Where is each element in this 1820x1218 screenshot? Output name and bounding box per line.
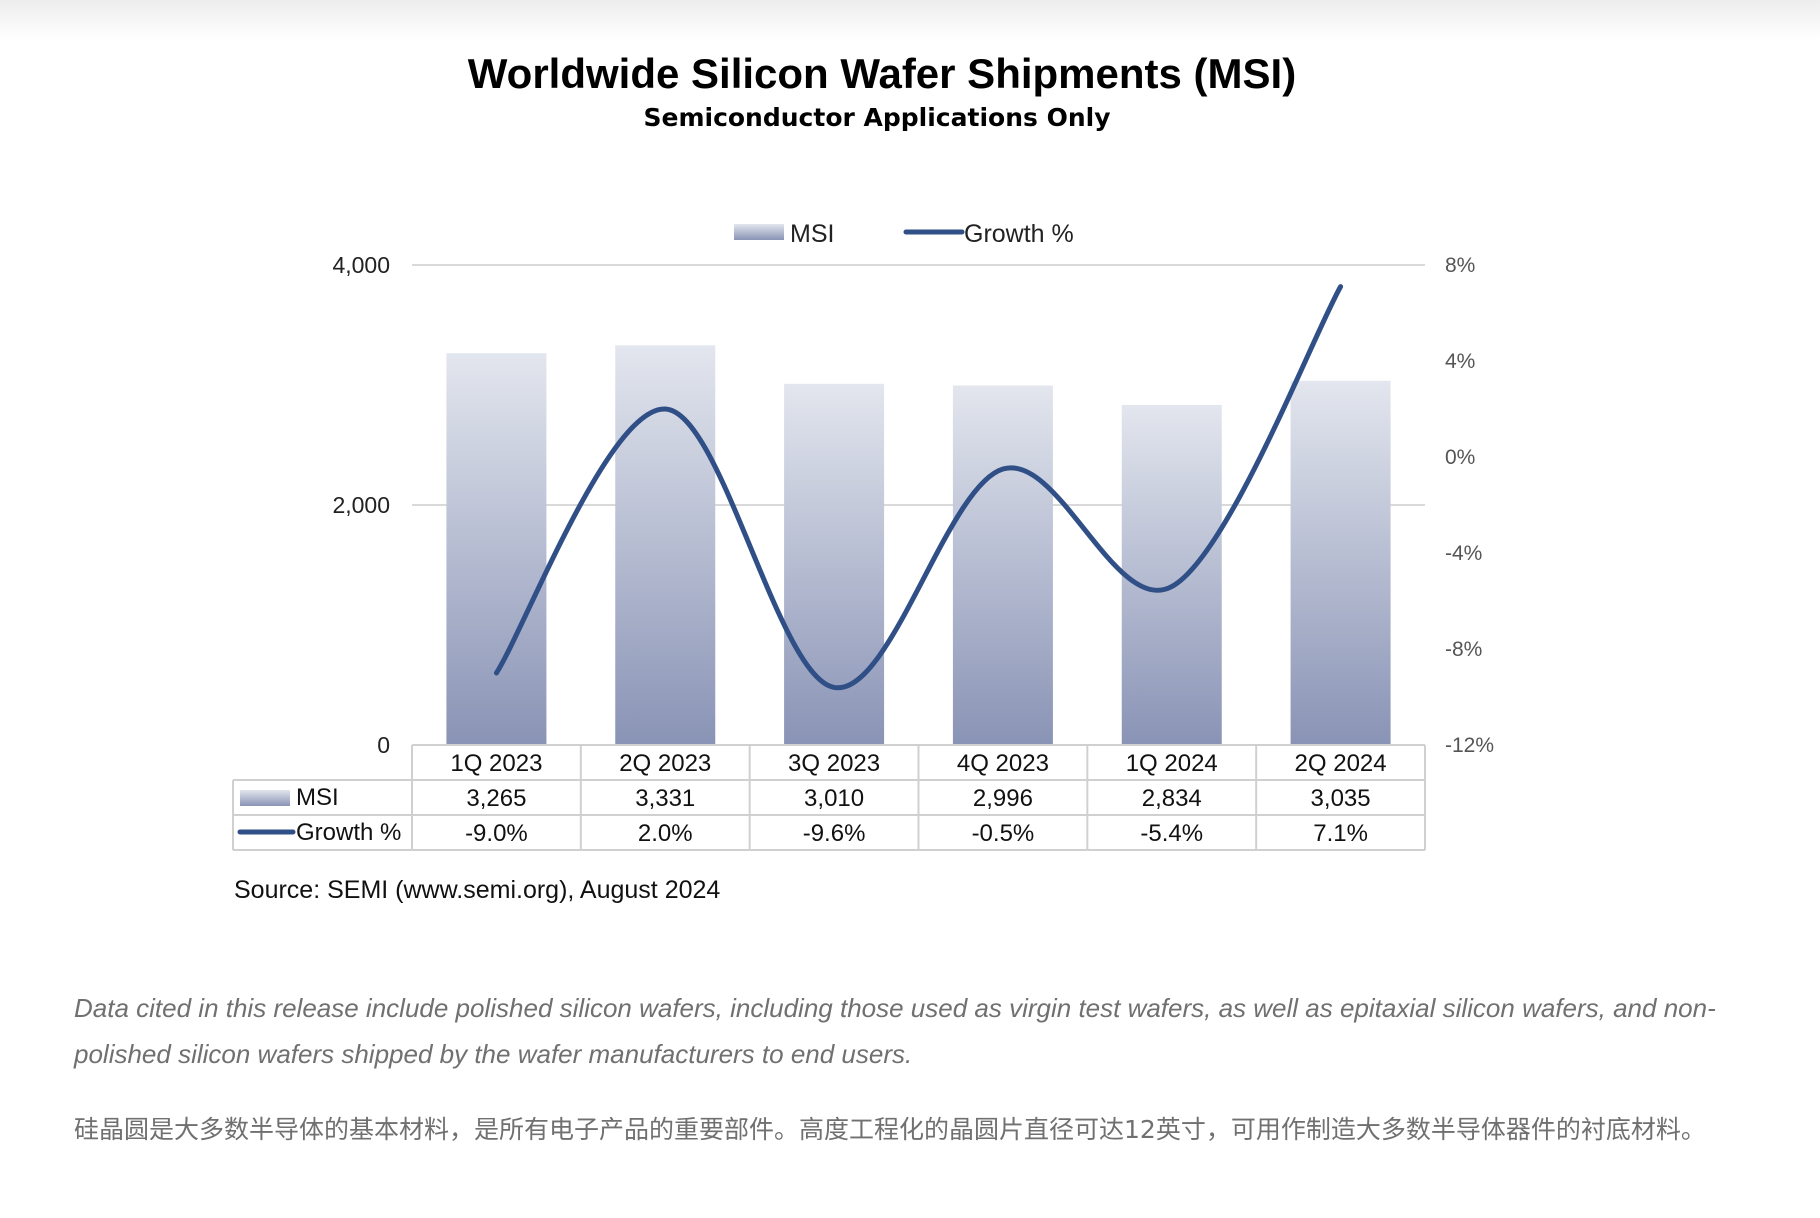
x-tick-label: 1Q 2023: [450, 750, 542, 777]
note-english: Data cited in this release include polis…: [74, 993, 1716, 1069]
bar-msi: [615, 345, 716, 745]
bar-msi: [1121, 404, 1222, 745]
msi-value-label: 3,331: [635, 785, 695, 812]
bar-msi: [1290, 380, 1391, 745]
legend: MSI Growth %: [734, 220, 1074, 248]
growth-value-label: 7.1%: [1313, 820, 1368, 847]
right-axis: 8% 4% 0% -4% -8% -12%: [1445, 254, 1494, 757]
series-line-growth: [493, 284, 1344, 690]
y2-tick-label: -8%: [1445, 638, 1482, 661]
legend-msi-swatch: [734, 224, 784, 240]
note-chinese: 硅晶圆是大多数半导体的基本材料，是所有电子产品的重要部件。高度工程化的晶圆片直径…: [74, 1115, 1706, 1144]
msi-value-label: 3,265: [466, 785, 526, 812]
chart: Worldwide Silicon Wafer Shipments (MSI) …: [232, 50, 1494, 904]
y2-tick-label: 0%: [1445, 446, 1475, 469]
x-tick-label: 3Q 2023: [788, 750, 880, 777]
table-row-label-growth: Growth %: [296, 819, 401, 846]
y2-tick-label: -12%: [1445, 734, 1494, 757]
bar-msi: [952, 385, 1053, 745]
x-tick-label: 4Q 2023: [957, 750, 1049, 777]
table-row-label-msi: MSI: [296, 784, 339, 811]
top-shadow: [0, 0, 1820, 40]
growth-value-label: -9.6%: [803, 820, 866, 847]
y-tick-label: 2,000: [332, 492, 390, 518]
y-tick-label: 0: [377, 732, 390, 758]
data-table: 1Q 2023 2Q 2023 3Q 2023 4Q 2023 1Q 2024 2Q 20…: [232, 744, 1426, 851]
grid: [412, 264, 1425, 506]
bars: [446, 345, 1391, 745]
bar-msi: [784, 383, 885, 745]
legend-growth-label: Growth %: [964, 220, 1074, 248]
y2-tick-label: -4%: [1445, 542, 1482, 565]
msi-value-label: 2,996: [973, 785, 1033, 812]
x-tick-label: 1Q 2024: [1126, 750, 1218, 777]
legend-msi-label: MSI: [790, 220, 834, 248]
y2-tick-label: 8%: [1445, 254, 1475, 277]
growth-value-label: 2.0%: [638, 820, 693, 847]
growth-value-label: -0.5%: [972, 820, 1035, 847]
table-msi-swatch: [240, 790, 290, 806]
growth-line-layer: [493, 284, 1344, 690]
growth-value-label: -5.4%: [1140, 820, 1203, 847]
bar-msi: [446, 353, 547, 745]
y-tick-label: 4,000: [332, 252, 390, 278]
chart-subtitle: Semiconductor Applications Only: [643, 103, 1110, 132]
chart-title: Worldwide Silicon Wafer Shipments (MSI): [468, 50, 1296, 97]
msi-value-label: 3,035: [1311, 785, 1371, 812]
x-tick-label: 2Q 2023: [619, 750, 711, 777]
source-text: Source: SEMI (www.semi.org), August 2024: [234, 876, 720, 904]
msi-value-label: 3,010: [804, 785, 864, 812]
msi-value-label: 2,834: [1142, 785, 1202, 812]
y2-tick-label: 4%: [1445, 350, 1475, 373]
x-tick-label: 2Q 2024: [1295, 750, 1387, 777]
left-axis: 0 2,000 4,000: [332, 252, 390, 758]
growth-value-label: -9.0%: [465, 820, 528, 847]
